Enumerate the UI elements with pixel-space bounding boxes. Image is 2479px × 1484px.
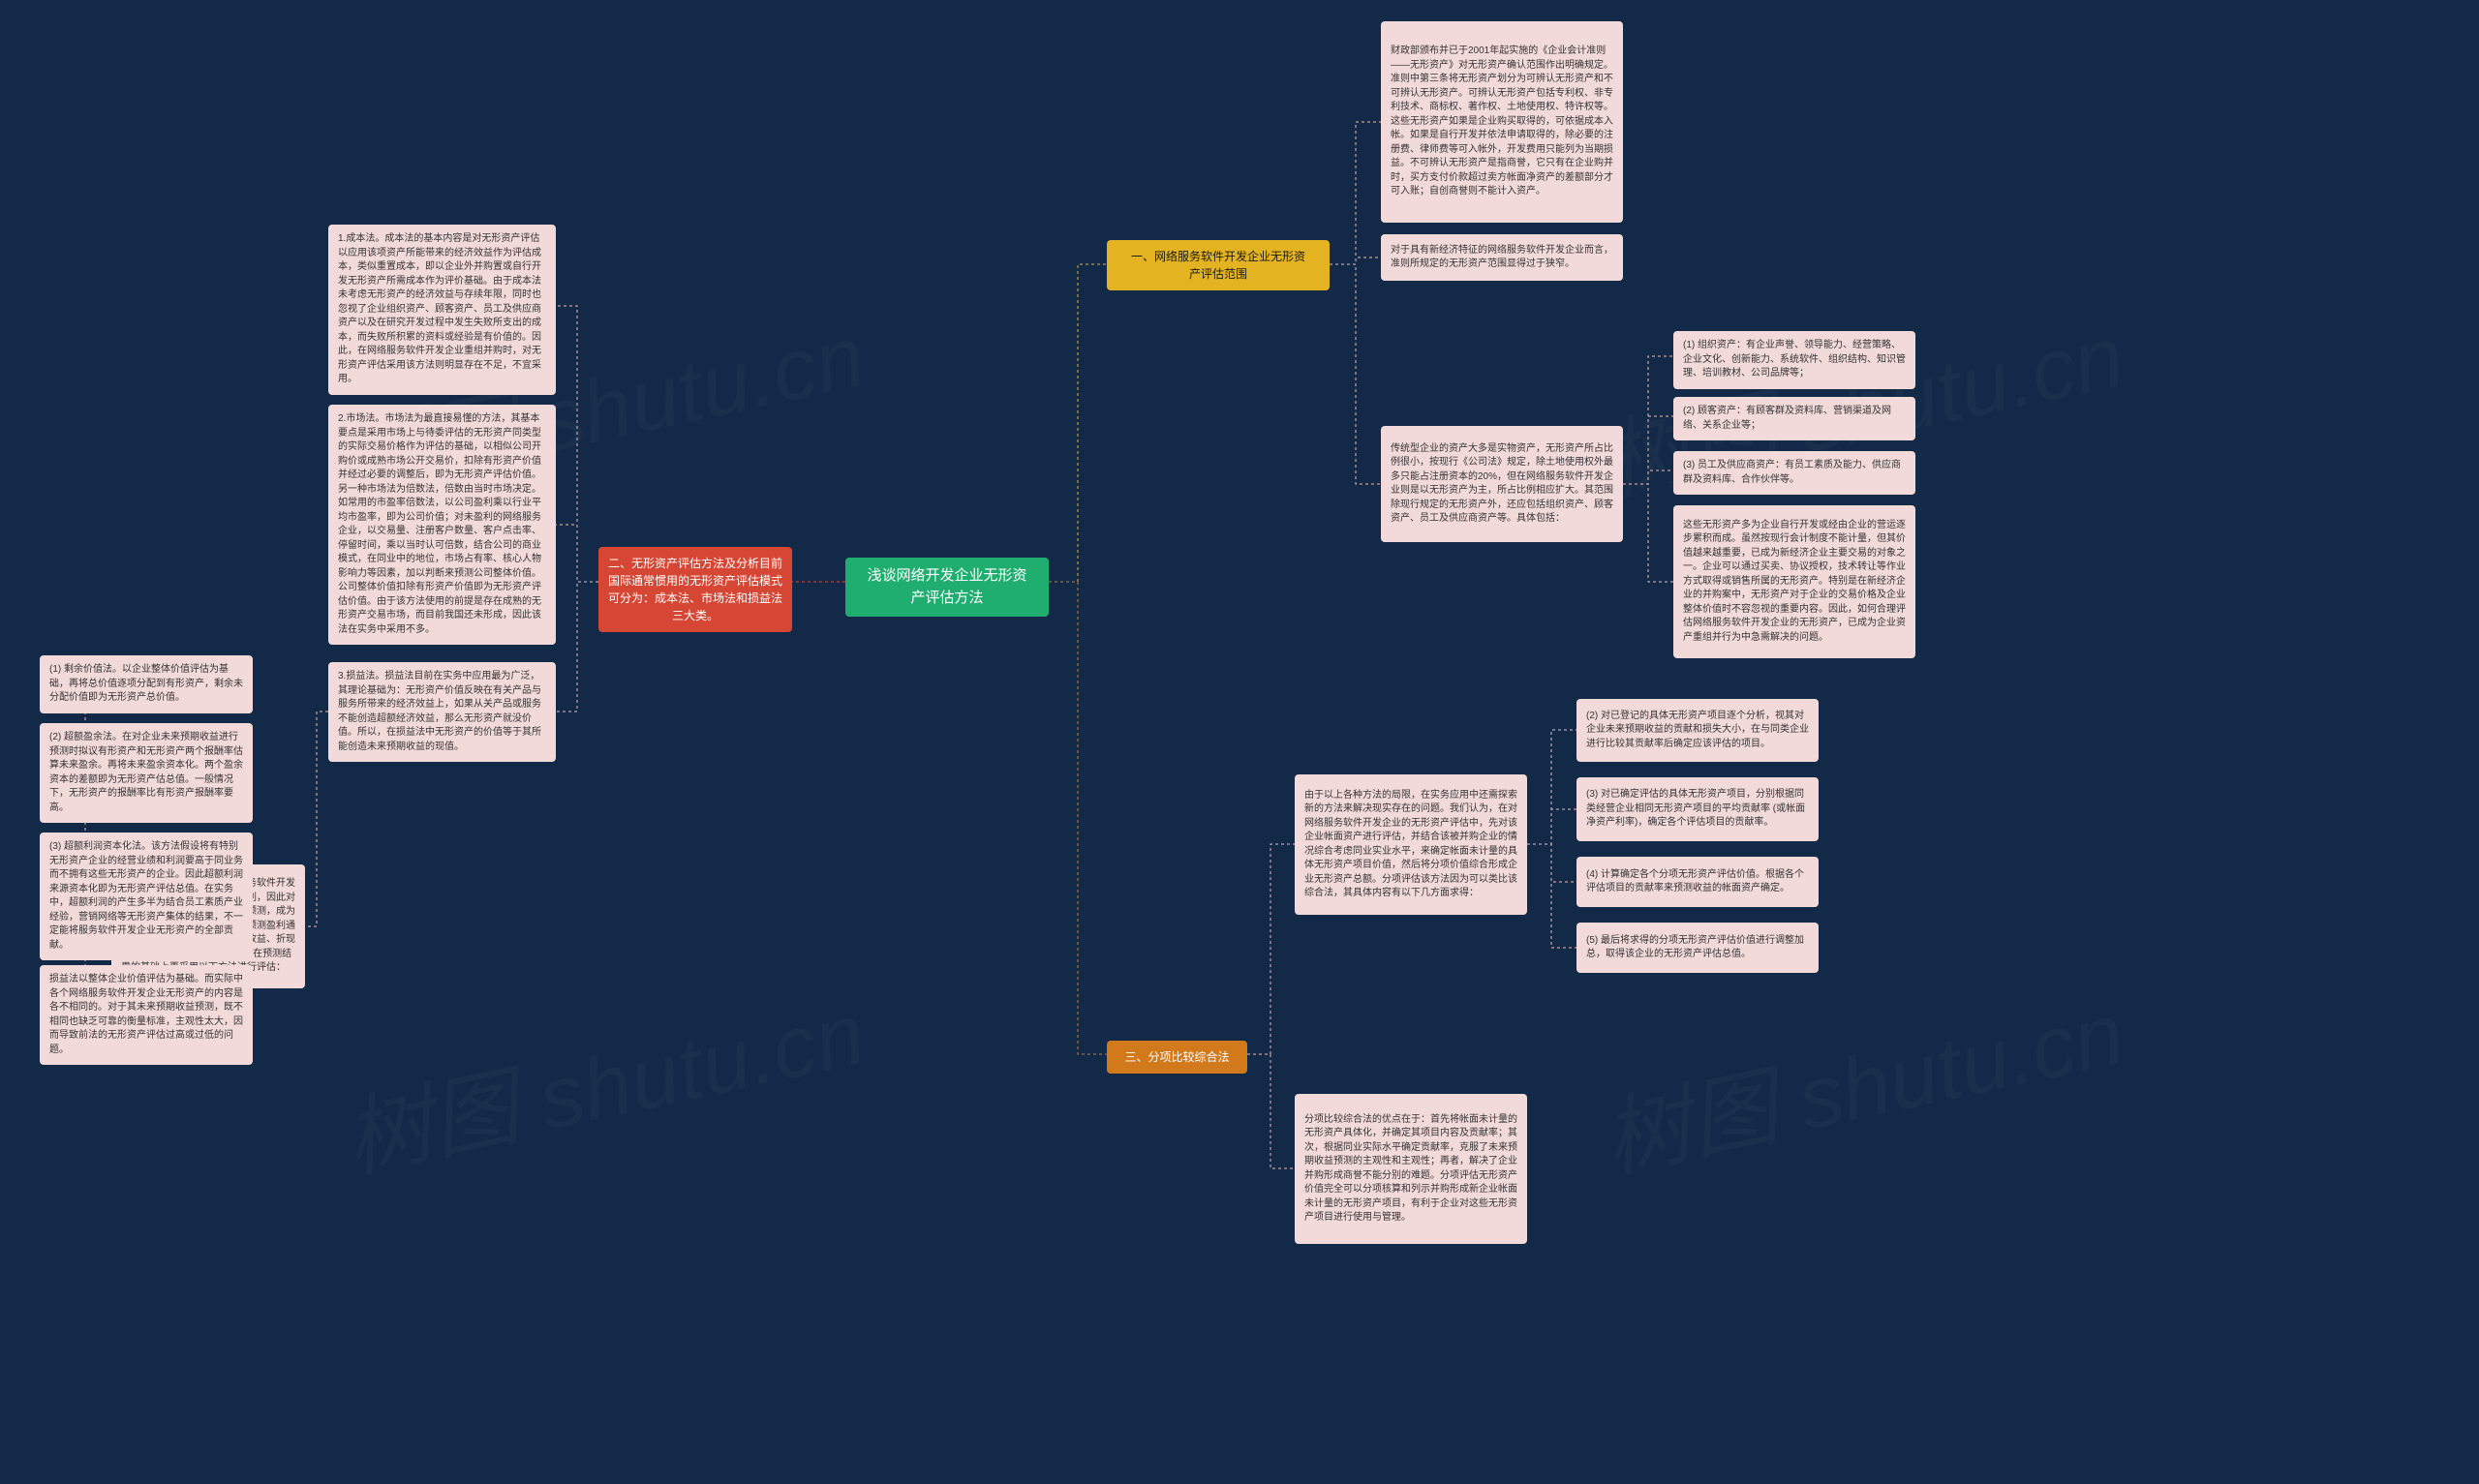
leaf-node[interactable]: (5) 最后将求得的分项无形资产评估价值进行调整加总，取得该企业的无形资产评估总…	[1576, 923, 1819, 973]
leaf-node[interactable]: 财政部颁布并已于2001年起实施的《企业会计准则——无形资产》对无形资产确认范围…	[1381, 21, 1623, 223]
leaf-node[interactable]: 由于以上各种方法的局限，在实务应用中还需探索新的方法来解决现实存在的问题。我们认…	[1295, 774, 1527, 915]
leaf-node[interactable]: 损益法以整体企业价值评估为基础。而实际中各个网络服务软件开发企业无形资产的内容是…	[40, 965, 253, 1065]
leaf-node[interactable]: 传统型企业的资产大多是实物资产，无形资产所占比例很小，按现行《公司法》规定，除土…	[1381, 426, 1623, 542]
leaf-text: 传统型企业的资产大多是实物资产，无形资产所占比例很小，按现行《公司法》规定，除土…	[1381, 435, 1623, 534]
leaf-text: 1.成本法。成本法的基本内容是对无形资产评估以应用该项资产所能带来的经济效益作为…	[328, 225, 556, 395]
root-node[interactable]: 浅谈网络开发企业无形资产评估方法	[845, 558, 1049, 617]
leaf-node[interactable]: (1) 组织资产：有企业声誉、领导能力、经营策略、企业文化、创新能力、系统软件、…	[1673, 331, 1915, 389]
leaf-node[interactable]: 这些无形资产多为企业自行开发或经由企业的营运逐步累积而成。虽然按现行会计制度不能…	[1673, 505, 1915, 658]
leaf-node[interactable]: (1) 剩余价值法。以企业整体价值评估为基础，再将总价值逐项分配到有形资产，剩余…	[40, 655, 253, 713]
leaf-node[interactable]: 3.损益法。损益法目前在实务中应用最为广泛，其理论基础为：无形资产价值反映在有关…	[328, 662, 556, 762]
leaf-text: 财政部颁布并已于2001年起实施的《企业会计准则——无形资产》对无形资产确认范围…	[1381, 37, 1623, 207]
leaf-text: 2.市场法。市场法为最直接易懂的方法，其基本要点是采用市场上与待委评估的无形资产…	[328, 405, 556, 645]
leaf-text: (1) 组织资产：有企业声誉、领导能力、经营策略、企业文化、创新能力、系统软件、…	[1673, 331, 1915, 389]
leaf-node[interactable]: 分项比较综合法的优点在于：首先将帐面未计量的无形资产具体化，并确定其项目内容及贡…	[1295, 1094, 1527, 1244]
leaf-text: (3) 员工及供应商资产：有员工素质及能力、供应商群及资料库、合作伙伴等。	[1673, 451, 1915, 495]
leaf-node[interactable]: 对于具有新经济特征的网络服务软件开发企业而言，准则所规定的无形资产范围显得过于狭…	[1381, 234, 1623, 281]
leaf-text: (4) 计算确定各个分项无形资产评估价值。根据各个评估项目的贡献率来预测收益的帐…	[1576, 861, 1819, 904]
leaf-text: (1) 剩余价值法。以企业整体价值评估为基础，再将总价值逐项分配到有形资产，剩余…	[40, 655, 253, 713]
leaf-node[interactable]: (2) 超额盈余法。在对企业未来预期收益进行预测时拟议有形资产和无形资产两个报酬…	[40, 723, 253, 823]
leaf-text: 这些无形资产多为企业自行开发或经由企业的营运逐步累积而成。虽然按现行会计制度不能…	[1673, 511, 1915, 653]
leaf-text: 对于具有新经济特征的网络服务软件开发企业而言，准则所规定的无形资产范围显得过于狭…	[1381, 236, 1623, 280]
leaf-node[interactable]: (2) 对已登记的具体无形资产项目逐个分析，视其对企业未来预期收益的贡献和损失大…	[1576, 699, 1819, 762]
leaf-node[interactable]: (3) 员工及供应商资产：有员工素质及能力、供应商群及资料库、合作伙伴等。	[1673, 451, 1915, 495]
leaf-text: (5) 最后将求得的分项无形资产评估价值进行调整加总，取得该企业的无形资产评估总…	[1576, 926, 1819, 970]
section-2-label: 二、无形资产评估方法及分析目前国际通常惯用的无形资产评估模式可分为：成本法、市场…	[598, 547, 792, 632]
leaf-node[interactable]: (3) 超额利润资本化法。该方法假设将有特别无形资产企业的经营业绩和利润要高于同…	[40, 833, 253, 960]
section-2-node[interactable]: 二、无形资产评估方法及分析目前国际通常惯用的无形资产评估模式可分为：成本法、市场…	[598, 547, 792, 632]
watermark: 树图 shutu.cn	[1590, 963, 2132, 1196]
section-3-label: 三、分项比较综合法	[1107, 1041, 1247, 1074]
leaf-text: (3) 超额利润资本化法。该方法假设将有特别无形资产企业的经营业绩和利润要高于同…	[40, 833, 253, 960]
leaf-node[interactable]: (4) 计算确定各个分项无形资产评估价值。根据各个评估项目的贡献率来预测收益的帐…	[1576, 857, 1819, 907]
leaf-node[interactable]: 1.成本法。成本法的基本内容是对无形资产评估以应用该项资产所能带来的经济效益作为…	[328, 225, 556, 395]
leaf-text: (2) 超额盈余法。在对企业未来预期收益进行预测时拟议有形资产和无形资产两个报酬…	[40, 723, 253, 823]
leaf-text: 分项比较综合法的优点在于：首先将帐面未计量的无形资产具体化，并确定其项目内容及贡…	[1295, 1105, 1527, 1233]
leaf-node[interactable]: (2) 顾客资产：有顾客群及资料库、营销渠道及网络、关系企业等；	[1673, 397, 1915, 440]
leaf-text: (2) 对已登记的具体无形资产项目逐个分析，视其对企业未来预期收益的贡献和损失大…	[1576, 702, 1819, 760]
section-3-node[interactable]: 三、分项比较综合法	[1107, 1041, 1247, 1074]
leaf-text: (2) 顾客资产：有顾客群及资料库、营销渠道及网络、关系企业等；	[1673, 397, 1915, 440]
root-label: 浅谈网络开发企业无形资产评估方法	[845, 558, 1049, 617]
leaf-node[interactable]: 2.市场法。市场法为最直接易懂的方法，其基本要点是采用市场上与待委评估的无形资产…	[328, 405, 556, 645]
section-1-label: 一、网络服务软件开发企业无形资产评估范围	[1107, 240, 1330, 290]
leaf-text: (3) 对已确定评估的具体无形资产项目，分别根据同类经营企业相同无形资产项目的平…	[1576, 780, 1819, 838]
leaf-text: 由于以上各种方法的局限，在实务应用中还需探索新的方法来解决现实存在的问题。我们认…	[1295, 781, 1527, 909]
leaf-text: 损益法以整体企业价值评估为基础。而实际中各个网络服务软件开发企业无形资产的内容是…	[40, 965, 253, 1065]
leaf-text: 3.损益法。损益法目前在实务中应用最为广泛，其理论基础为：无形资产价值反映在有关…	[328, 662, 556, 762]
leaf-node[interactable]: (3) 对已确定评估的具体无形资产项目，分别根据同类经营企业相同无形资产项目的平…	[1576, 777, 1819, 841]
section-1-node[interactable]: 一、网络服务软件开发企业无形资产评估范围	[1107, 240, 1330, 290]
watermark: 树图 shutu.cn	[331, 963, 873, 1196]
